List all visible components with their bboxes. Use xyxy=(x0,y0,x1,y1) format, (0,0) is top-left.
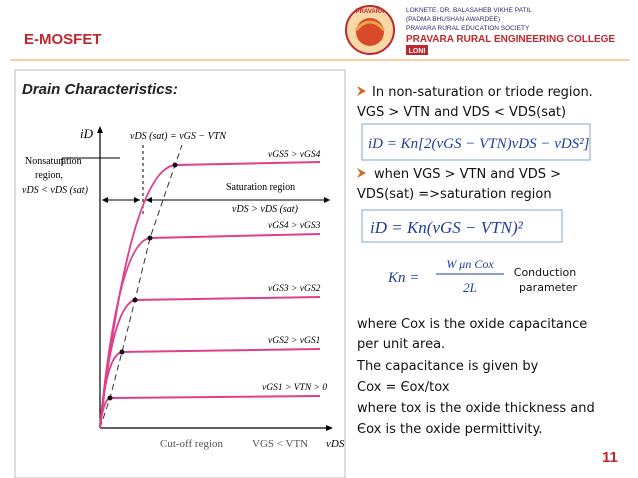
logo-emblem-text: PRAVARA xyxy=(356,9,385,15)
sat-label: Saturation region xyxy=(226,182,295,193)
curve-label: vGS5 > vGS4 xyxy=(268,150,321,160)
equation-box xyxy=(361,123,591,161)
bullet-text: VGS > VTN and VDS < VDS(sat) xyxy=(357,105,566,120)
bullet-text: VDS(sat) =>saturation region xyxy=(357,187,552,202)
kn-denominator: 2L xyxy=(463,280,477,295)
paragraph-line: where tox is the oxide thickness and xyxy=(357,401,595,416)
slide-title: E-MOSFET xyxy=(24,31,102,48)
x-axis-label: vDS xyxy=(326,438,345,450)
y-axis-label: iD xyxy=(80,126,94,141)
bullet xyxy=(357,86,366,96)
paragraph-line: Єox is the oxide permittivity. xyxy=(357,422,543,437)
paragraph-line: Cox = Єox/tox xyxy=(357,380,450,395)
curve-label: vGS4 > vGS3 xyxy=(268,221,321,231)
college-place: LONI xyxy=(409,48,426,55)
equation: iD = Kn(vGS − VTN)² xyxy=(370,218,524,237)
figure-heading: Drain Characteristics: xyxy=(22,81,178,98)
college-line: (PADMA BHUSHAN AWARDEE) xyxy=(406,16,500,23)
nonsat-label: Nonsaturation xyxy=(25,156,82,167)
kn-note: parameter xyxy=(519,281,578,294)
college-name: PRAVARA RURAL ENGINEERING COLLEGE xyxy=(406,34,615,45)
paragraph-line: where Cox is the oxide capacitance xyxy=(357,317,587,332)
figure-frame xyxy=(14,69,346,478)
curve-label: vGS2 > vGS1 xyxy=(268,336,320,346)
place-badge xyxy=(406,45,428,55)
equation: iD = Kn[2(vGS − VTN)vDS − vDS²] xyxy=(368,136,590,152)
college-line: LOKNETE. DR. BALASAHEB VIKHE PATIL xyxy=(406,7,532,14)
sat-boundary-curve xyxy=(99,144,183,429)
sat-label: vDS > vDS (sat) xyxy=(232,204,299,215)
nonsat-label: region, xyxy=(35,170,63,181)
curve-label: vGS3 > vGS2 xyxy=(268,284,321,294)
sat-boundary-label: vDS (sat) = vGS − VTN xyxy=(130,131,227,142)
kn-note: Conduction xyxy=(514,266,576,279)
kn-numerator: W μn Cox xyxy=(446,257,494,271)
drain-characteristics: iD vDS vDS (sat) = vGS − VTN vGS5 > vGS4… xyxy=(22,126,345,450)
cutoff-label: Cut-off region xyxy=(160,438,224,450)
logo: PRAVARA xyxy=(345,5,395,55)
page-number: 11 xyxy=(602,449,618,466)
cutoff-condition: VGS < VTN xyxy=(252,438,308,450)
bullet-text: when VGS > VTN and VDS > xyxy=(374,167,561,182)
equation-box xyxy=(361,209,563,243)
bullet xyxy=(357,168,366,178)
nonsat-label: vDS < vDS (sat) xyxy=(22,185,89,196)
college-line: PRAVARA RURAL EDUCATION SOCIETY xyxy=(406,25,530,32)
kn-lhs: Kn = xyxy=(387,270,419,286)
curve-label: vGS1 > VTN > 0 xyxy=(262,383,327,393)
paragraph-line: per unit area. xyxy=(357,337,445,352)
bullet-text: In non-saturation or triode region. xyxy=(372,85,593,100)
paragraph-line: The capacitance is given by xyxy=(356,359,539,374)
